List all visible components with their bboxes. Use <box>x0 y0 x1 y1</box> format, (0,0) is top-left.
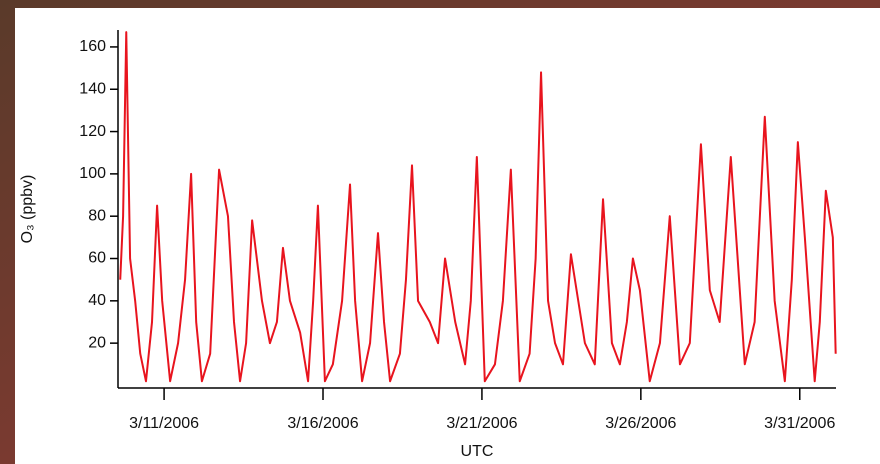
y-tick-label: 100 <box>79 165 106 182</box>
y-axis-label: O₃ (ppbv) <box>19 175 36 244</box>
panel <box>15 8 880 464</box>
y-tick-label: 80 <box>88 207 106 224</box>
x-tick-label: 3/26/2006 <box>605 415 676 432</box>
x-tick-label: 3/31/2006 <box>764 415 835 432</box>
x-tick-label: 3/11/2006 <box>129 415 199 432</box>
data-line <box>119 31 837 383</box>
y-tick-label: 40 <box>88 292 106 309</box>
x-tick-label: 3/21/2006 <box>446 415 517 432</box>
y-tick-label: 60 <box>88 250 106 267</box>
y-tick-label: 140 <box>79 80 106 97</box>
y-tick-label: 160 <box>79 38 106 55</box>
y-tick-label: 120 <box>79 123 106 140</box>
x-tick-label: 3/16/2006 <box>287 415 358 432</box>
y-tick-label: 20 <box>88 334 106 351</box>
x-axis-label: UTC <box>461 443 494 460</box>
